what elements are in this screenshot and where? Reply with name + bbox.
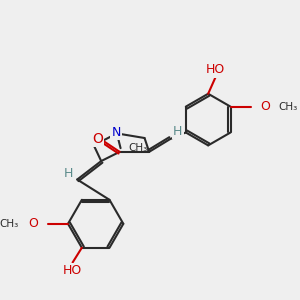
Text: CH₃: CH₃: [0, 219, 18, 229]
Text: O: O: [92, 132, 103, 146]
Text: HO: HO: [206, 63, 225, 76]
Text: O: O: [28, 217, 38, 230]
Text: HO: HO: [63, 264, 82, 277]
Text: CH₃: CH₃: [278, 102, 298, 112]
Text: H: H: [173, 125, 182, 138]
Text: CH₃: CH₃: [128, 143, 147, 153]
Text: H: H: [63, 167, 73, 181]
Text: O: O: [261, 100, 271, 113]
Text: N: N: [111, 126, 121, 139]
